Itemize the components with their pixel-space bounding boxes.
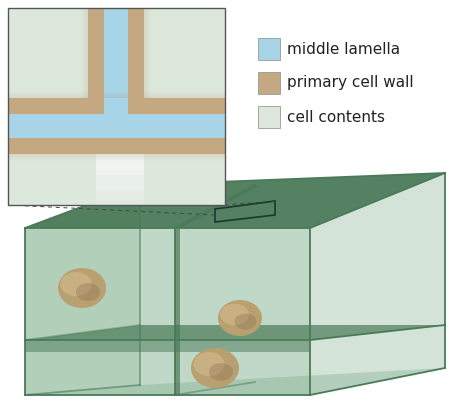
Bar xyxy=(8,154,96,205)
Polygon shape xyxy=(175,228,310,395)
Bar xyxy=(8,175,225,205)
Bar xyxy=(8,114,225,138)
Text: cell contents: cell contents xyxy=(287,110,385,124)
Ellipse shape xyxy=(58,268,106,308)
Text: primary cell wall: primary cell wall xyxy=(287,76,414,90)
Bar xyxy=(8,8,96,98)
Bar xyxy=(85,8,88,98)
Bar xyxy=(8,98,225,154)
Bar xyxy=(8,200,225,205)
Bar xyxy=(8,8,38,205)
Ellipse shape xyxy=(191,348,239,388)
Bar xyxy=(8,190,225,205)
Polygon shape xyxy=(310,173,445,395)
Ellipse shape xyxy=(60,272,91,296)
Bar xyxy=(220,8,225,205)
Bar xyxy=(210,8,225,205)
Ellipse shape xyxy=(218,300,262,336)
Bar xyxy=(8,96,225,98)
Bar xyxy=(8,8,225,38)
Bar xyxy=(8,97,225,98)
Bar xyxy=(8,91,225,98)
Bar xyxy=(8,93,225,98)
Bar xyxy=(84,8,88,98)
Bar xyxy=(88,8,144,98)
Bar xyxy=(144,8,146,98)
Bar xyxy=(8,8,225,23)
Bar xyxy=(82,8,88,98)
Polygon shape xyxy=(25,325,445,340)
Bar xyxy=(8,8,13,205)
Bar xyxy=(8,154,225,157)
Ellipse shape xyxy=(220,303,249,325)
Ellipse shape xyxy=(193,352,225,376)
Bar xyxy=(144,154,225,205)
Bar xyxy=(87,8,88,98)
Bar xyxy=(8,154,225,155)
Polygon shape xyxy=(175,228,180,395)
Bar xyxy=(144,8,145,98)
Text: middle lamella: middle lamella xyxy=(287,41,400,56)
Bar xyxy=(8,154,225,161)
Bar xyxy=(8,154,225,159)
Ellipse shape xyxy=(76,283,100,301)
Bar xyxy=(8,8,225,13)
Bar xyxy=(8,92,225,98)
Bar xyxy=(8,8,225,205)
Bar xyxy=(83,8,88,98)
Bar xyxy=(144,8,151,98)
Polygon shape xyxy=(25,368,445,395)
Bar xyxy=(144,8,148,98)
Bar xyxy=(8,8,23,205)
Bar xyxy=(86,8,88,98)
Ellipse shape xyxy=(209,363,233,381)
Bar xyxy=(81,8,88,98)
Bar xyxy=(144,8,150,98)
Polygon shape xyxy=(25,340,310,352)
Bar xyxy=(8,95,225,98)
Polygon shape xyxy=(25,185,140,395)
Bar xyxy=(195,8,225,205)
Bar xyxy=(144,8,147,98)
Bar xyxy=(8,154,225,156)
Bar xyxy=(8,154,225,160)
Bar xyxy=(104,8,128,114)
Polygon shape xyxy=(25,173,445,228)
Bar xyxy=(258,38,280,60)
Bar xyxy=(8,154,225,158)
Ellipse shape xyxy=(235,314,256,330)
Bar xyxy=(8,94,225,98)
Bar xyxy=(258,106,280,128)
Polygon shape xyxy=(175,185,260,228)
Bar xyxy=(144,8,149,98)
Bar xyxy=(258,72,280,94)
Polygon shape xyxy=(25,228,175,395)
Bar xyxy=(8,8,225,205)
Bar xyxy=(144,8,225,98)
